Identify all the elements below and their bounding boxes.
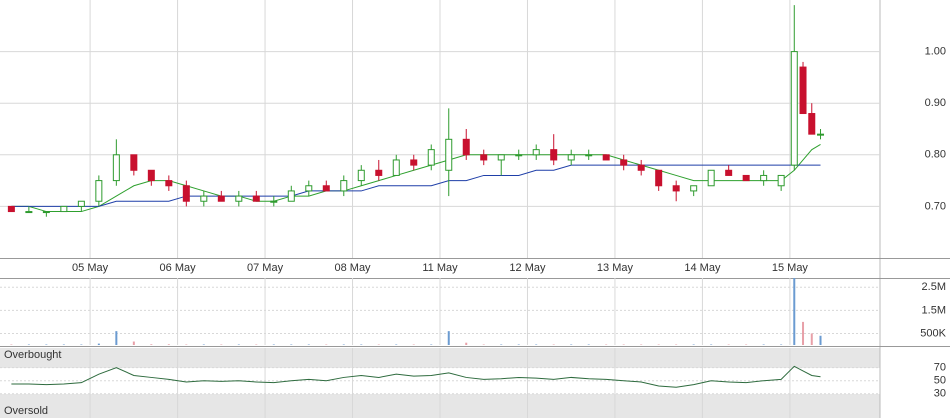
candle-body <box>808 113 816 135</box>
y-tick-label: 70 <box>934 362 946 374</box>
candle-body <box>305 185 313 192</box>
candle-body <box>620 159 628 166</box>
candle-body <box>165 180 173 187</box>
x-tick-label: 15 May <box>772 262 809 274</box>
rsi-line <box>11 365 821 388</box>
candle-body <box>690 185 698 192</box>
volume-bar <box>115 331 118 345</box>
candle-body <box>637 164 645 171</box>
y-tick-label: 2.5M <box>922 281 946 293</box>
candle-body <box>130 154 138 171</box>
volume-bar <box>150 344 153 345</box>
candle-body <box>777 174 785 187</box>
oversold-label: Oversold <box>4 405 48 417</box>
x-tick-label: 07 May <box>247 262 284 274</box>
volume-bar <box>819 335 822 345</box>
candle-body <box>200 195 208 202</box>
candle-body <box>707 169 715 187</box>
y-tick-label: 0.90 <box>925 97 946 109</box>
candle-body <box>392 159 400 176</box>
candle-body <box>725 169 733 176</box>
x-tick-label: 08 May <box>334 262 371 274</box>
x-tick-label: 11 May <box>422 262 458 274</box>
overbought-label: Overbought <box>4 349 61 361</box>
y-tick-label: 500K <box>920 327 946 339</box>
candle-body <box>445 138 453 171</box>
y-tick-label: 30 <box>934 388 946 400</box>
volume-bar <box>97 343 100 345</box>
candle-body <box>567 154 575 161</box>
volume-bar <box>132 341 135 345</box>
candle-body <box>790 51 798 166</box>
candle-body <box>375 169 383 176</box>
x-tick-label: 13 May <box>597 262 634 274</box>
volume-bar <box>810 333 813 345</box>
candle-body <box>515 154 523 157</box>
x-tick-label: 14 May <box>684 262 721 274</box>
candle-body <box>252 195 260 202</box>
candle-body <box>287 190 295 202</box>
candle-body <box>550 149 558 161</box>
candle-body <box>147 169 155 182</box>
volume-bar <box>465 342 468 345</box>
candle-body <box>7 205 15 213</box>
volume-bar <box>167 344 170 345</box>
candle-body <box>340 180 348 192</box>
candle-body <box>235 195 243 202</box>
candle-body <box>77 200 85 207</box>
y-tick-label: 1.5M <box>922 304 946 316</box>
candle-body <box>760 174 768 182</box>
moving-average <box>11 164 821 207</box>
candle-body <box>480 154 488 161</box>
candle-body <box>112 154 120 182</box>
y-tick-label: 0.80 <box>925 149 946 161</box>
x-tick-label: 05 May <box>72 262 109 274</box>
candle-body <box>497 154 505 161</box>
y-tick-label: 50 <box>934 375 946 387</box>
candle-body <box>60 205 68 213</box>
candle-body <box>322 185 330 192</box>
candle-body <box>357 169 365 182</box>
candle-body <box>602 154 610 161</box>
candle-body <box>182 185 190 202</box>
x-tick-label: 06 May <box>160 262 197 274</box>
candle-body <box>25 211 33 214</box>
y-tick-label: 1.00 <box>925 46 946 58</box>
x-tick-label: 12 May <box>509 262 546 274</box>
candle-body <box>817 133 825 136</box>
candle-body <box>410 159 418 166</box>
candle-body <box>672 185 680 192</box>
volume-bar <box>447 331 450 345</box>
candle-body <box>270 200 278 203</box>
candle-body <box>462 138 470 156</box>
candle-body <box>799 66 807 115</box>
volume-bar <box>802 321 805 345</box>
candle-body <box>427 149 435 166</box>
candle-body <box>585 154 593 157</box>
candle-body <box>217 195 225 202</box>
candle-body <box>742 174 750 182</box>
y-tick-label: 0.70 <box>925 200 946 212</box>
candle-body <box>532 149 540 156</box>
candle-body <box>95 180 103 202</box>
volume-bar <box>793 278 796 345</box>
candle-body <box>42 211 50 214</box>
candle-body <box>655 169 663 187</box>
